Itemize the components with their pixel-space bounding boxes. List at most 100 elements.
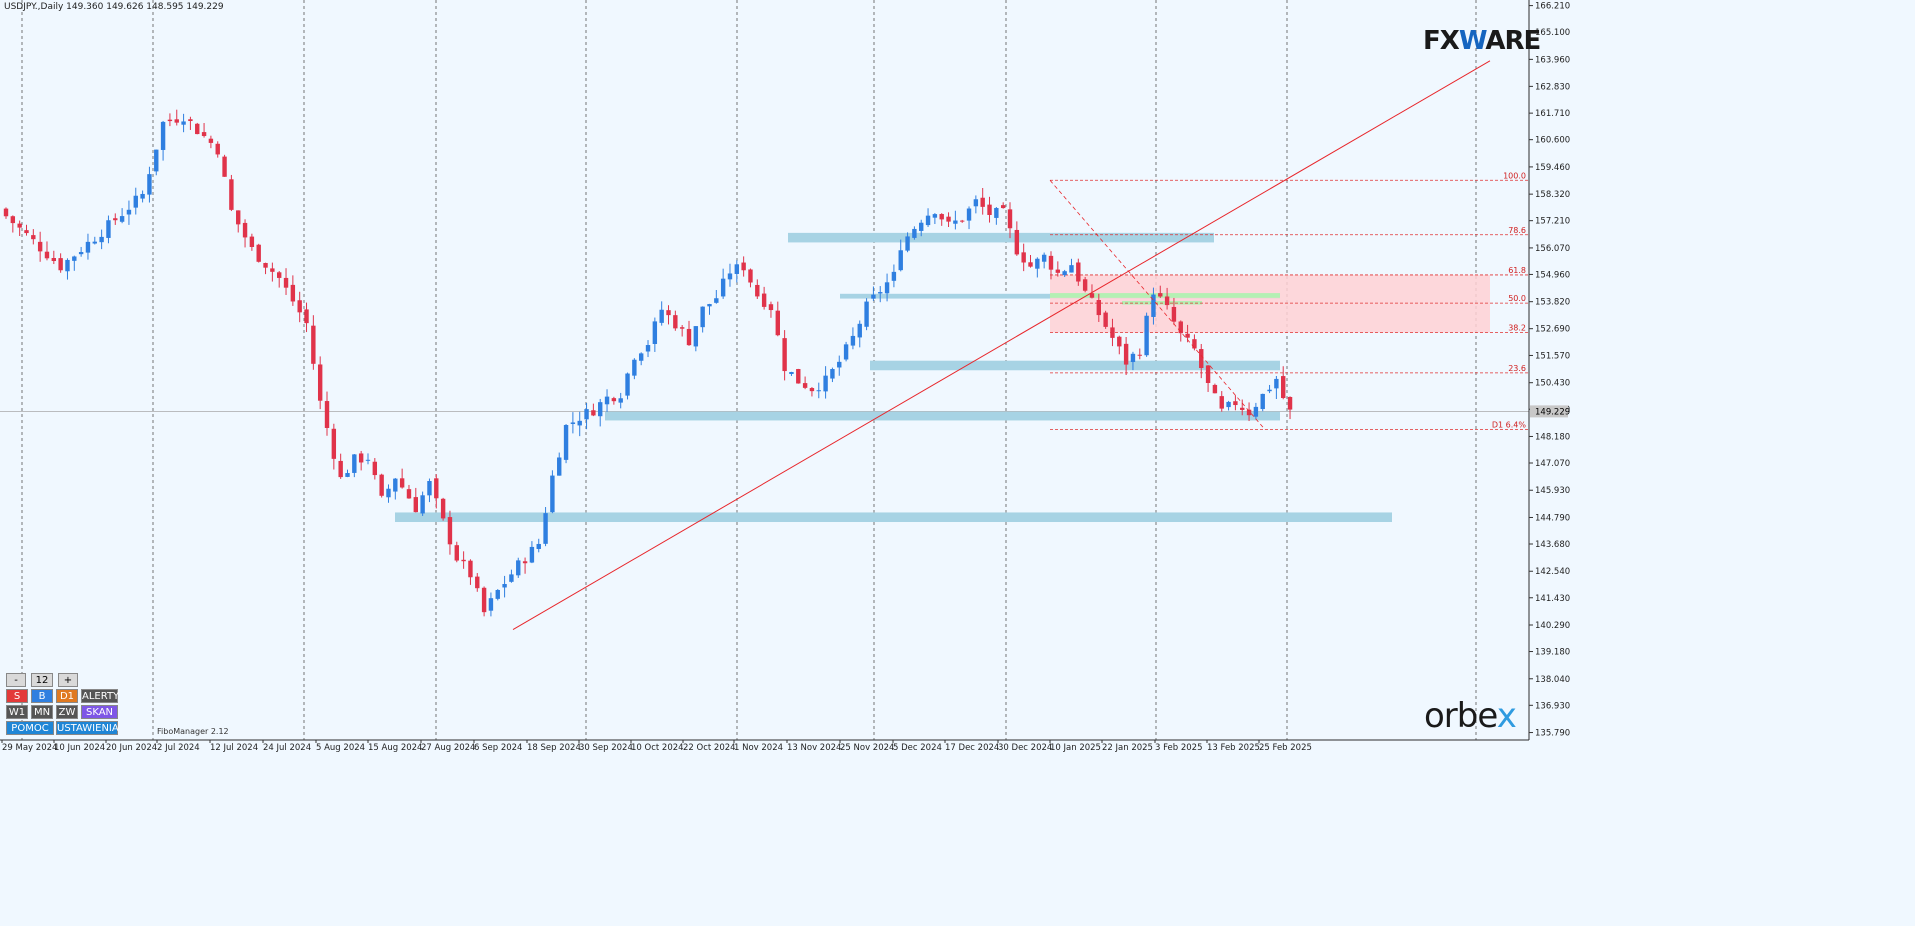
- price-tick-label: 160.600: [1535, 136, 1570, 146]
- orbex-logo: orbex: [1424, 696, 1517, 736]
- price-tick-label: 152.690: [1535, 325, 1570, 335]
- bull-candle: [693, 326, 699, 347]
- bear-candle: [447, 517, 453, 545]
- timeframe-mn-button[interactable]: MN: [31, 705, 53, 719]
- bear-candle: [1281, 376, 1286, 399]
- time-tick-label: 22 Oct 2024: [683, 743, 736, 753]
- time-tick-label: 5 Dec 2024: [893, 743, 942, 753]
- bear-candle: [1089, 293, 1095, 298]
- bull-candle: [816, 390, 821, 392]
- bull-candle: [550, 475, 555, 513]
- bear-candle: [980, 197, 985, 207]
- settings-button[interactable]: USTAWIENIA: [56, 721, 119, 735]
- bull-candle: [973, 199, 979, 207]
- bear-candle: [1164, 296, 1170, 306]
- time-tick-label: 1 Nov 2024: [734, 743, 783, 753]
- price-tick-label: 145.930: [1535, 486, 1570, 496]
- bear-candle: [242, 222, 248, 238]
- bear-candle: [1082, 279, 1088, 291]
- fib-level-label: 23.6: [1508, 364, 1526, 373]
- time-tick-label: 13 Nov 2024: [787, 743, 841, 753]
- bull-candle: [99, 236, 104, 243]
- bear-candle: [468, 560, 473, 578]
- bull-candle: [632, 359, 637, 376]
- fib-diagonal: [1049, 180, 1266, 430]
- bull-candle: [1069, 265, 1074, 273]
- bear-candle: [10, 216, 16, 224]
- time-tick-label: 25 Feb 2025: [1259, 743, 1312, 753]
- bull-candle: [345, 473, 350, 477]
- bear-candle: [440, 498, 446, 519]
- bull-candle: [1130, 353, 1136, 363]
- increase-button[interactable]: +: [58, 673, 78, 687]
- bear-candle: [406, 489, 412, 499]
- bull-candle: [1226, 401, 1231, 408]
- alerts-button[interactable]: ALERTY: [81, 689, 120, 703]
- timeframe-d1-button[interactable]: D1: [56, 689, 78, 703]
- fib-level-label: 50.0: [1508, 294, 1526, 303]
- bear-candle: [1014, 229, 1020, 255]
- price-tick-label: 166.210: [1535, 2, 1570, 12]
- price-tick-label: 154.960: [1535, 270, 1570, 280]
- last-price-box: [1530, 405, 1568, 418]
- bull-candle: [154, 149, 159, 172]
- bear-candle: [1007, 209, 1013, 229]
- bear-candle: [113, 218, 118, 221]
- bear-candle: [522, 561, 528, 564]
- bull-candle: [789, 372, 794, 375]
- buy-button[interactable]: B: [31, 689, 53, 703]
- fxware-logo: FXWARE: [1423, 26, 1541, 56]
- grid-lines: [0, 0, 1529, 740]
- bear-candle: [1287, 396, 1293, 410]
- decrease-button[interactable]: -: [6, 673, 26, 687]
- bear-candle: [1028, 262, 1033, 267]
- bull-candle: [604, 396, 610, 405]
- support-resistance-zone: [605, 411, 1280, 421]
- bull-candle: [898, 250, 903, 271]
- scan-button[interactable]: SKAN: [81, 705, 118, 719]
- bull-candle: [1035, 258, 1040, 269]
- sell-button[interactable]: S: [6, 689, 28, 703]
- bull-candle: [966, 208, 972, 221]
- bear-candle: [3, 208, 9, 217]
- price-tick-label: 143.680: [1535, 540, 1570, 550]
- bear-candle: [208, 138, 214, 143]
- time-tick-label: 24 Jul 2024: [263, 743, 311, 753]
- bear-candle: [1055, 269, 1061, 273]
- time-tick-label: 30 Sep 2024: [579, 743, 633, 753]
- bear-candle: [324, 401, 330, 428]
- time-tick-label: 13 Feb 2025: [1207, 743, 1260, 753]
- bull-candle: [823, 375, 828, 392]
- time-tick-label: 10 Jun 2024: [54, 743, 105, 753]
- bull-candle: [106, 220, 111, 238]
- count-field[interactable]: 12: [31, 673, 53, 687]
- bull-candle: [140, 193, 145, 199]
- time-tick-label: 5 Aug 2024: [316, 743, 365, 753]
- price-tick-label: 159.460: [1535, 163, 1570, 173]
- time-tick-label: 30 Dec 2024: [998, 743, 1052, 753]
- bear-candle: [317, 364, 323, 401]
- bear-candle: [461, 559, 466, 562]
- time-tick-label: 6 Sep 2024: [474, 743, 522, 753]
- bear-candle: [611, 398, 617, 402]
- price-tick-label: 138.040: [1535, 675, 1570, 685]
- symbol-info: USDJPY.,Daily 149.360 149.626 148.595 14…: [4, 2, 224, 12]
- bear-candle: [946, 216, 951, 222]
- bull-candle: [65, 259, 70, 272]
- bull-candle: [495, 589, 500, 599]
- timeframe-w1-button[interactable]: W1: [6, 705, 28, 719]
- bull-candle: [919, 222, 924, 231]
- bull-candle: [734, 264, 740, 274]
- price-tick-label: 151.570: [1535, 351, 1570, 361]
- help-button[interactable]: POMOC: [6, 721, 54, 735]
- bear-candle: [51, 258, 57, 262]
- price-tick-label: 136.930: [1535, 701, 1570, 711]
- bear-candle: [58, 258, 63, 271]
- fib-levels: 100.0 78.6 61.8 50.0 38.2 23.6 D1 6.4%: [1050, 171, 1529, 430]
- price-tick-label: 144.790: [1535, 513, 1570, 523]
- bear-candle: [1076, 262, 1081, 282]
- zw-button[interactable]: ZW: [56, 705, 78, 719]
